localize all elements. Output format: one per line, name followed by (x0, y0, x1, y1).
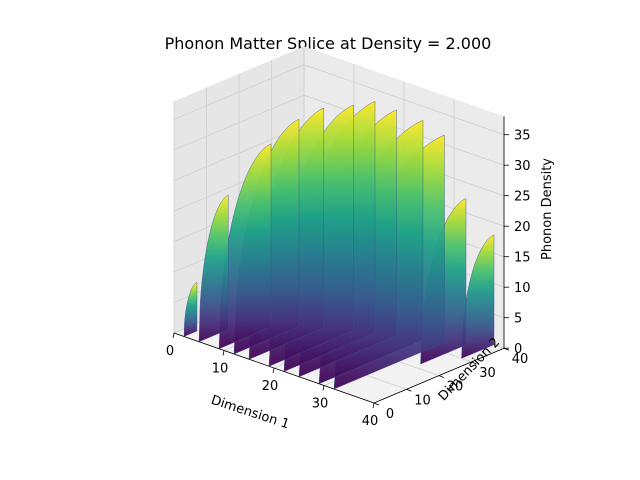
z-tick-label: 0 (514, 342, 522, 357)
gridline-z (173, 64, 505, 136)
z-tick-label: 25 (514, 190, 531, 205)
y-tick-mark (471, 361, 477, 365)
x-tick-label: 10 (212, 362, 229, 377)
x-tick-mark (372, 402, 375, 409)
chart-title: Phonon Matter Splice at Density = 2.000 (165, 34, 492, 53)
surface-sheet (183, 281, 198, 337)
surface-sheet (198, 194, 229, 343)
y-tick-label: 40 (512, 352, 529, 367)
y-tick-label: 10 (414, 393, 431, 408)
x-tick-label: 40 (362, 414, 379, 429)
x-tick-mark (272, 367, 275, 374)
x-tick-mark (172, 332, 175, 339)
x-tick-label: 30 (312, 397, 329, 412)
z-tick-label: 5 (514, 312, 522, 327)
z-axis-label: Phonon Density (540, 158, 555, 260)
y-tick-label: 0 (386, 407, 394, 422)
surface-sheet (461, 234, 495, 359)
z-tick-label: 15 (514, 251, 531, 266)
z-tick-label: 20 (514, 220, 531, 235)
x-tick-mark (222, 350, 225, 356)
x-tick-label: 0 (166, 344, 174, 359)
x-axis-label: Dimension 1 (209, 393, 291, 432)
z-tick-label: 10 (514, 281, 531, 296)
y-tick-mark (373, 402, 380, 406)
surface-sheets (183, 100, 495, 390)
z-tick-label: 30 (514, 159, 531, 174)
y-tick-mark (438, 375, 445, 378)
x-tick-label: 20 (262, 379, 279, 394)
y-tick-mark (406, 388, 412, 392)
y-tick-label: 20 (447, 380, 464, 395)
y-tick-label: 30 (479, 366, 496, 381)
x-tick-mark (322, 385, 325, 391)
z-tick-label: 35 (514, 129, 531, 144)
